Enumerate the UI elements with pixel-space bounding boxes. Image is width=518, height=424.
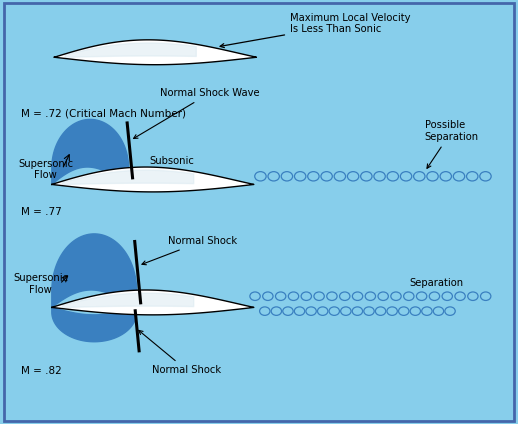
- Text: M = .82: M = .82: [21, 365, 62, 376]
- Polygon shape: [52, 234, 137, 307]
- Text: Normal Shock: Normal Shock: [139, 330, 221, 375]
- Text: Possible
Separation: Possible Separation: [425, 120, 479, 168]
- Text: Normal Shock Wave: Normal Shock Wave: [134, 88, 260, 139]
- Text: Normal Shock: Normal Shock: [142, 236, 237, 265]
- Text: Supersonic
Flow: Supersonic Flow: [13, 273, 68, 295]
- Polygon shape: [52, 290, 254, 315]
- Text: Maximum Local Velocity
Is Less Than Sonic: Maximum Local Velocity Is Less Than Soni…: [220, 13, 411, 47]
- Text: Supersonic
Flow: Supersonic Flow: [18, 159, 73, 180]
- Text: Separation: Separation: [409, 278, 463, 287]
- Text: M = .77: M = .77: [21, 207, 62, 218]
- Polygon shape: [52, 120, 128, 184]
- Text: M = .72 (Critical Mach Number): M = .72 (Critical Mach Number): [21, 108, 186, 118]
- Polygon shape: [52, 307, 137, 342]
- Polygon shape: [52, 167, 254, 192]
- Text: Subsonic: Subsonic: [149, 156, 194, 166]
- Polygon shape: [54, 40, 256, 65]
